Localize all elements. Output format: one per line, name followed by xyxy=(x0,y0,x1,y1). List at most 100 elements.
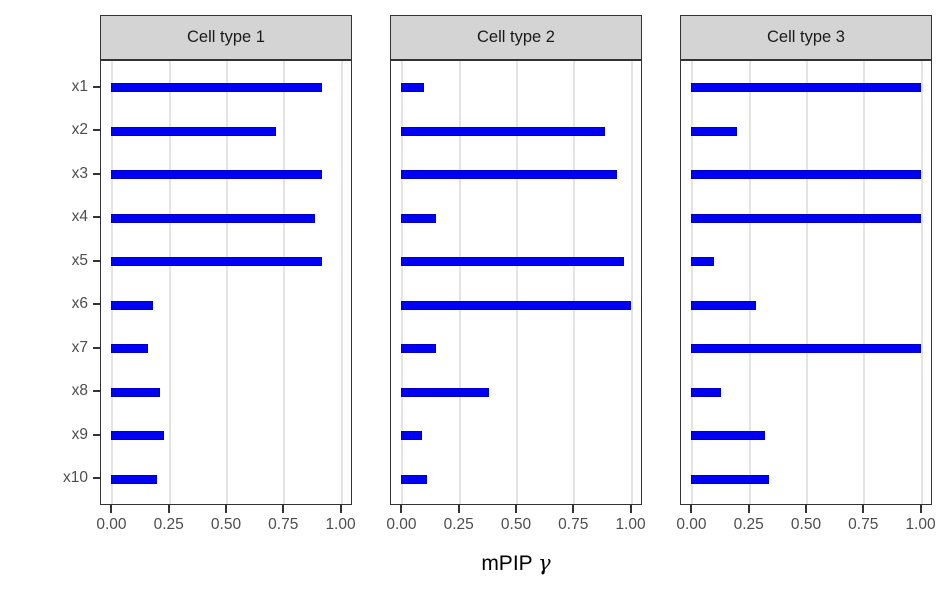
y-axis-label: x9 xyxy=(71,425,88,443)
y-axis-label: x5 xyxy=(71,251,88,269)
bar xyxy=(401,474,427,484)
x-tick-label: 0.25 xyxy=(733,516,764,533)
bar xyxy=(401,344,436,354)
x-tick xyxy=(110,505,113,513)
facet-panel xyxy=(390,60,642,505)
x-tick-label: 1.00 xyxy=(325,516,356,533)
bar xyxy=(111,344,149,354)
y-axis-label: x10 xyxy=(63,469,88,487)
y-tick xyxy=(93,172,100,175)
x-tick xyxy=(629,505,632,513)
gridline xyxy=(168,61,171,504)
x-tick-label: 0.75 xyxy=(268,516,299,533)
facet-strip-label: Cell type 3 xyxy=(767,28,845,46)
bar xyxy=(691,300,756,310)
gridline xyxy=(340,61,343,504)
gridline xyxy=(401,61,404,504)
y-tick xyxy=(93,346,100,349)
facet-panel xyxy=(100,60,352,505)
bar xyxy=(111,170,323,180)
gridline xyxy=(573,61,576,504)
x-tick-label: 0.75 xyxy=(558,516,589,533)
y-tick xyxy=(93,390,100,393)
x-tick xyxy=(167,505,170,513)
y-tick xyxy=(93,216,100,219)
y-axis-label: x7 xyxy=(71,338,88,356)
bar xyxy=(691,213,921,223)
x-tick-label: 1.00 xyxy=(615,516,646,533)
y-axis-label: x4 xyxy=(71,208,88,226)
x-tick xyxy=(400,505,403,513)
x-tick xyxy=(282,505,285,513)
bar xyxy=(111,213,316,223)
facet-panel xyxy=(680,60,932,505)
bar xyxy=(111,387,160,397)
y-axis-label: x2 xyxy=(71,121,88,139)
gamma-symbol: γ xyxy=(538,551,551,575)
bar xyxy=(691,126,738,136)
bar xyxy=(691,431,765,441)
bar xyxy=(111,300,153,310)
bar xyxy=(401,213,436,223)
bar xyxy=(401,387,489,397)
x-tick-label: 0.50 xyxy=(500,516,532,533)
gridline xyxy=(748,61,751,504)
gridline xyxy=(226,61,228,504)
x-tick-label: 0.25 xyxy=(443,516,474,533)
x-axis-title-text: mPIP xyxy=(481,552,539,575)
gridline xyxy=(691,61,694,504)
gridline xyxy=(863,61,866,504)
x-tick-label: 0.00 xyxy=(676,516,707,533)
bar xyxy=(111,126,277,136)
gridline xyxy=(630,61,633,504)
gridline xyxy=(516,61,518,504)
y-tick xyxy=(93,259,100,262)
bar xyxy=(691,170,921,180)
facet-strip-label: Cell type 1 xyxy=(187,28,265,46)
facet-strip: Cell type 3 xyxy=(680,15,932,60)
x-tick xyxy=(919,505,922,513)
bar xyxy=(401,300,631,310)
x-axis-title: mPIP γ xyxy=(100,551,932,576)
y-tick xyxy=(93,303,100,306)
bar xyxy=(691,344,921,354)
x-tick-label: 1.00 xyxy=(905,516,936,533)
x-tick xyxy=(805,505,807,513)
y-axis-label: x1 xyxy=(71,77,88,95)
x-tick xyxy=(457,505,460,513)
x-tick xyxy=(572,505,575,513)
x-tick xyxy=(690,505,693,513)
bar xyxy=(111,83,323,93)
x-tick xyxy=(225,505,227,513)
y-axis-label: x8 xyxy=(71,382,88,400)
bar xyxy=(401,257,624,267)
x-tick-label: 0.50 xyxy=(210,516,242,533)
y-tick xyxy=(93,477,100,480)
y-tick xyxy=(93,85,100,88)
facet-strip: Cell type 2 xyxy=(390,15,642,60)
facet-strip: Cell type 1 xyxy=(100,15,352,60)
bar xyxy=(401,126,606,136)
gridline xyxy=(806,61,808,504)
x-tick-label: 0.00 xyxy=(96,516,127,533)
x-tick-label: 0.50 xyxy=(790,516,822,533)
bar xyxy=(111,257,323,267)
y-axis-label: x3 xyxy=(71,164,88,182)
bar xyxy=(691,474,770,484)
bar xyxy=(401,83,425,93)
bar xyxy=(111,431,165,441)
y-axis-label: x6 xyxy=(71,295,88,313)
gridline xyxy=(458,61,461,504)
bar xyxy=(691,257,715,267)
x-tick-label: 0.00 xyxy=(386,516,417,533)
x-tick-label: 0.25 xyxy=(153,516,184,533)
x-tick xyxy=(862,505,865,513)
bar xyxy=(401,170,617,180)
y-tick xyxy=(93,129,100,132)
gridline xyxy=(283,61,286,504)
bar xyxy=(111,474,158,484)
y-tick xyxy=(93,433,100,436)
bar xyxy=(401,431,423,441)
x-tick xyxy=(515,505,517,513)
